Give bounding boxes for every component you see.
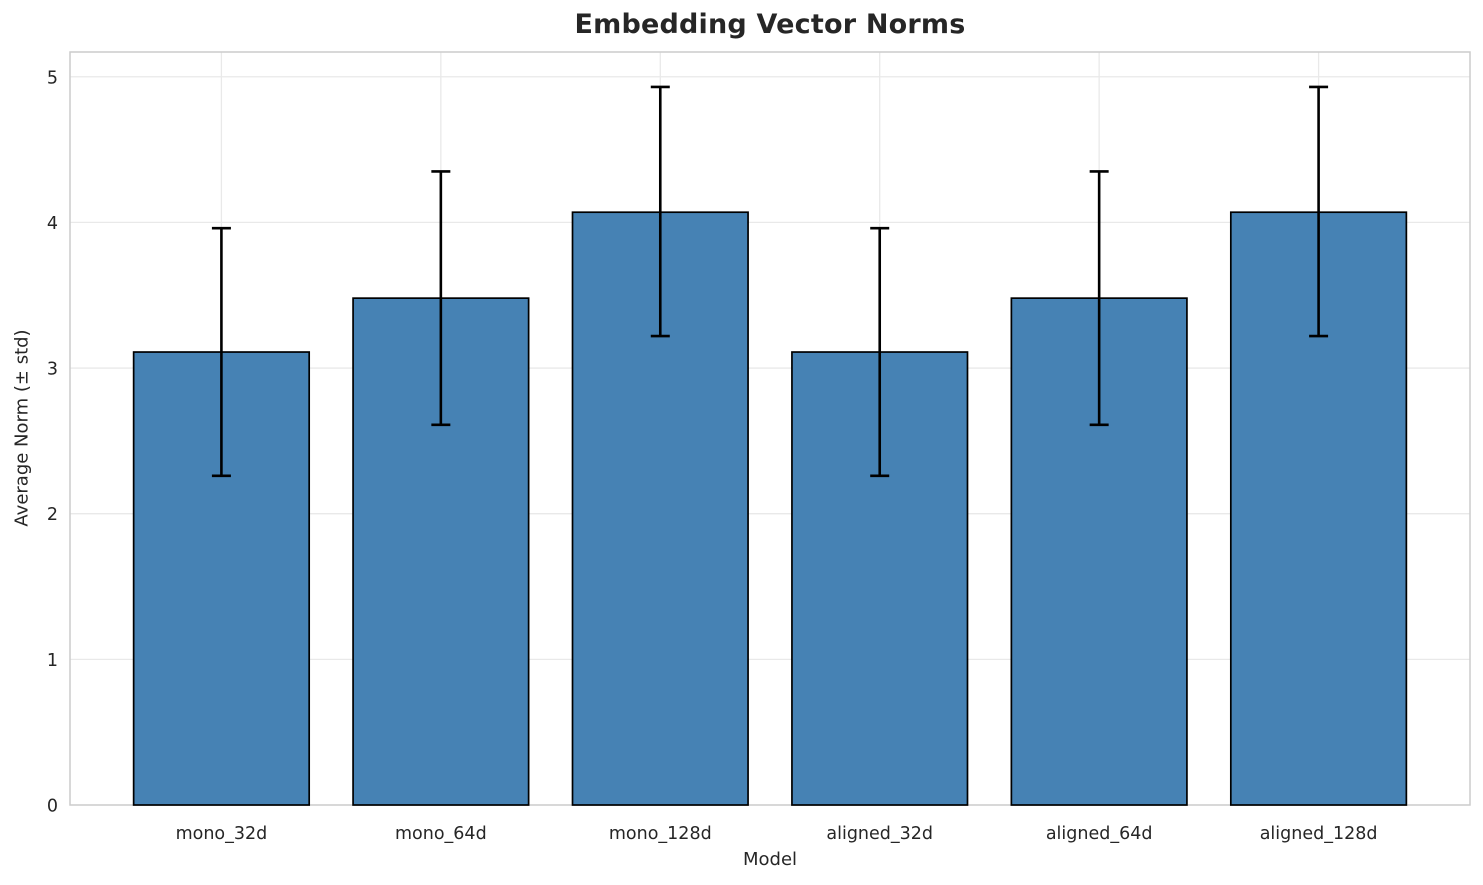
y-tick-label: 1 — [47, 651, 58, 671]
y-tick-label: 0 — [47, 797, 58, 817]
x-tick-label: mono_32d — [176, 824, 268, 844]
x-tick-label: mono_64d — [395, 824, 487, 844]
x-tick-label: aligned_64d — [1046, 824, 1153, 844]
y-tick-label: 2 — [47, 505, 58, 525]
y-tick-label: 4 — [47, 214, 58, 234]
x-axis-label: Model — [742, 849, 798, 870]
chart-title: Embedding Vector Norms — [574, 9, 966, 40]
y-axis-label: Average Norm (± std) — [11, 329, 33, 527]
x-tick-label: mono_128d — [609, 824, 712, 844]
y-tick-label: 3 — [47, 360, 58, 380]
y-tick-label: 5 — [47, 68, 58, 88]
x-tick-label: aligned_32d — [826, 824, 933, 844]
plot-border — [69, 51, 1471, 806]
x-tick-label: aligned_128d — [1260, 824, 1378, 844]
